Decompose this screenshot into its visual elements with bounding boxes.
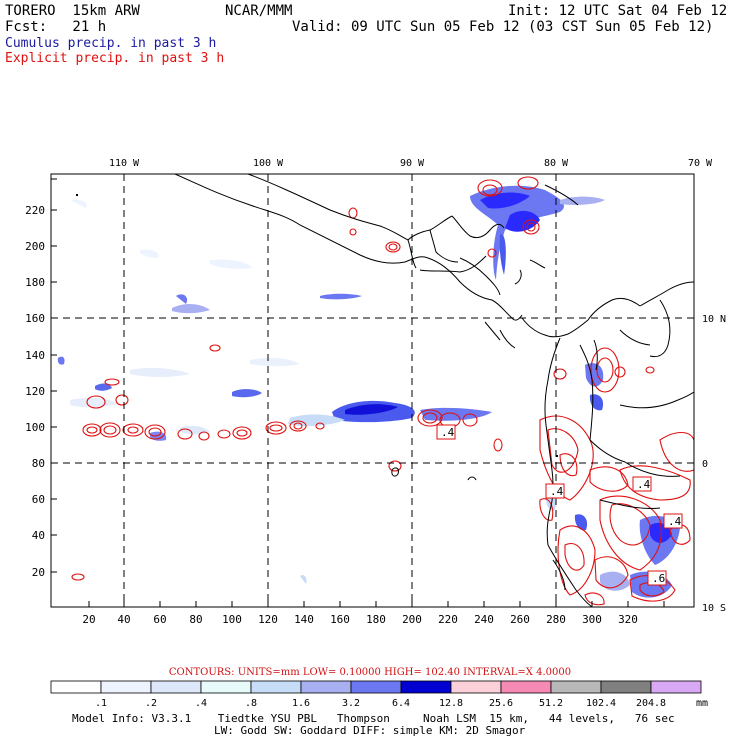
- colorbar-tick: .8: [245, 698, 257, 709]
- x-tick-label: 20: [82, 613, 95, 626]
- colorbar-ticks: .1 .2 .4 .8 1.6 3.2 6.4 12.8 25.6 51.2 1…: [95, 698, 708, 709]
- lon-label: 90 W: [400, 158, 425, 169]
- contour-info: CONTOURS: UNITS=mm LOW= 0.10000 HIGH= 10…: [168, 667, 572, 678]
- colorbar-tick: .1: [95, 698, 107, 709]
- model-info-line1: Model Info: V3.3.1 Tiedtke YSU PBL Thomp…: [72, 712, 675, 725]
- x-tick-label: 200: [402, 613, 422, 626]
- x-tick-label: 100: [222, 613, 242, 626]
- lon-label: 110 W: [109, 158, 140, 169]
- axis-ticks: [51, 178, 665, 607]
- latitude-labels: 10 N 0 10 S: [702, 314, 726, 614]
- valid-time: Valid: 09 UTC Sun 05 Feb 12 (03 CST Sun …: [292, 19, 714, 35]
- cumulus-legend: Cumulus precip. in past 3 h: [5, 36, 217, 51]
- contour-label: .4: [550, 485, 564, 498]
- y-tick-label: 220: [25, 204, 45, 217]
- y-tick-label: 20: [32, 566, 45, 579]
- y-tick-label: 100: [25, 421, 45, 434]
- contour-label: .4: [441, 426, 455, 439]
- model-title: TORERO 15km ARW: [5, 3, 140, 19]
- contour-value-labels: .4 .4 .4 .4 .6: [436, 424, 683, 586]
- x-tick-label: 320: [618, 613, 638, 626]
- lon-label: 70 W: [688, 158, 713, 169]
- lon-label: 100 W: [253, 158, 284, 169]
- x-tick-label: 240: [474, 613, 494, 626]
- map-area: [57, 174, 694, 607]
- coastlines: [174, 174, 694, 607]
- x-tick-label: 40: [117, 613, 130, 626]
- y-axis-labels: 20 40 60 80 100 120 140 160 180 200 220: [25, 204, 45, 579]
- map-frame: [50, 173, 695, 608]
- organization: NCAR/MMM: [225, 3, 293, 19]
- x-tick-label: 80: [189, 613, 202, 626]
- colorbar-tick: 3.2: [342, 698, 360, 709]
- longitude-labels: 110 W 100 W 90 W 80 W 70 W: [109, 158, 713, 169]
- forecast-hour: Fcst: 21 h: [5, 19, 107, 35]
- x-tick-label: 120: [258, 613, 278, 626]
- y-tick-label: 160: [25, 312, 45, 325]
- x-axis-labels: 20 40 60 80 100 120 140 160 180 200 220 …: [82, 613, 638, 626]
- colorbar-tick: .2: [145, 698, 157, 709]
- colorbar: [50, 680, 702, 694]
- cumulus-precip: [57, 185, 680, 598]
- y-tick-label: 200: [25, 240, 45, 253]
- y-tick-label: 140: [25, 349, 45, 362]
- island-marker: [76, 194, 78, 196]
- colorbar-tick: 25.6: [489, 698, 513, 709]
- colorbar-tick: .4: [195, 698, 207, 709]
- y-tick-label: 40: [32, 529, 45, 542]
- x-tick-label: 180: [366, 613, 386, 626]
- x-tick-label: 260: [510, 613, 530, 626]
- colorbar-tick: 12.8: [439, 698, 463, 709]
- contour-label: .6: [652, 572, 665, 585]
- colorbar-tick: 1.6: [292, 698, 310, 709]
- x-tick-label: 140: [294, 613, 314, 626]
- latlon-grid: [51, 174, 694, 607]
- contour-label: .4: [668, 515, 682, 528]
- explicit-legend: Explicit precip. in past 3 h: [5, 51, 225, 66]
- y-tick-label: 180: [25, 276, 45, 289]
- colorbar-tick: 102.4: [586, 698, 616, 709]
- lon-label: 80 W: [544, 158, 569, 169]
- init-time: Init: 12 UTC Sat 04 Feb 12: [508, 3, 728, 19]
- colorbar-tick: 204.8: [636, 698, 666, 709]
- y-tick-label: 120: [25, 385, 45, 398]
- lat-label: 0: [702, 459, 708, 470]
- x-tick-label: 280: [546, 613, 566, 626]
- colorbar-tick: 6.4: [392, 698, 410, 709]
- x-tick-label: 60: [153, 613, 166, 626]
- x-tick-label: 160: [330, 613, 350, 626]
- y-tick-label: 80: [32, 457, 45, 470]
- island-marker: [556, 455, 558, 457]
- model-info-line2: LW: Godd SW: Goddard DIFF: simple KM: 2D…: [214, 724, 526, 737]
- lat-label: 10 S: [702, 603, 726, 614]
- x-tick-label: 220: [438, 613, 458, 626]
- x-tick-label: 300: [582, 613, 602, 626]
- lat-label: 10 N: [702, 314, 726, 325]
- contour-label: .4: [637, 478, 651, 491]
- y-tick-label: 60: [32, 493, 45, 506]
- colorbar-tick: 51.2: [539, 698, 563, 709]
- colorbar-unit: mm: [696, 698, 708, 709]
- explicit-precip-contours: [71, 176, 694, 606]
